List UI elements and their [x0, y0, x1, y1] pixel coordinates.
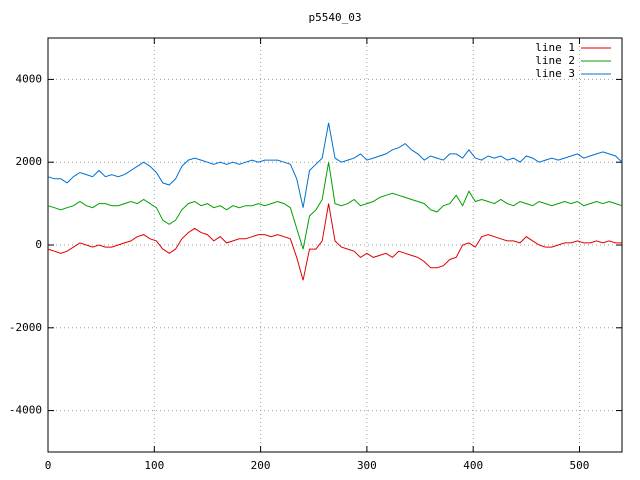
x-tick-label: 500	[570, 459, 590, 472]
x-tick-label: 300	[357, 459, 377, 472]
x-tick-label: 200	[251, 459, 271, 472]
y-tick-label: 2000	[16, 155, 43, 168]
legend-label: line 3	[535, 67, 575, 80]
plot-border	[47, 37, 623, 453]
x-tick-label: 100	[144, 459, 164, 472]
line-series	[47, 162, 623, 250]
y-tick-label: -2000	[9, 321, 42, 334]
line-series	[47, 203, 622, 281]
legend-label: line 2	[535, 54, 575, 67]
x-tick-label: 0	[45, 459, 52, 472]
y-tick-label: -4000	[9, 404, 42, 417]
y-tick-label: 0	[35, 238, 42, 251]
chart-title: p5540_03	[309, 11, 362, 24]
line-series	[47, 122, 623, 208]
x-tick-label: 400	[463, 459, 483, 472]
legend-label: line 1	[535, 41, 575, 54]
y-tick-label: 4000	[16, 72, 43, 85]
